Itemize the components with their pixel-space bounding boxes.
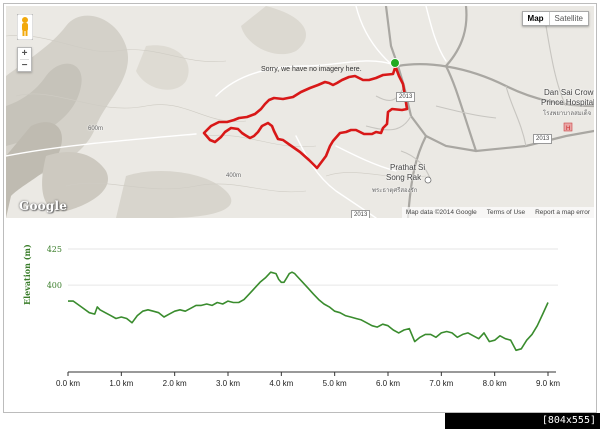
x-tick-label: 3.0 km <box>216 379 240 388</box>
label-contour-400: 400m <box>226 173 242 179</box>
zoom-in-button[interactable]: + <box>21 48 28 59</box>
road-shield-2013-a: 2013 <box>396 92 416 102</box>
y-axis-label: Elevation (m) <box>22 244 32 305</box>
x-tick-label: 6.0 km <box>376 379 400 388</box>
label-contour-600: 600m <box>88 126 104 132</box>
label-prathat-line2: Song Rak <box>386 173 422 182</box>
svg-text:H: H <box>566 126 570 132</box>
street-view-pegman-icon[interactable] <box>17 14 33 40</box>
map-view[interactable]: H + − Map Satellite Sorry, <box>6 6 594 218</box>
y-tick-label: 425 <box>47 245 62 254</box>
zoom-out-button[interactable]: − <box>21 60 28 71</box>
map-type-control: Map Satellite <box>521 11 589 26</box>
label-dan-sai-hospital-line1: Dan Sai Crown <box>544 88 594 97</box>
x-tick-label: 8.0 km <box>483 379 507 388</box>
label-prathat-line1: Prathat Si <box>390 163 426 172</box>
map-data-attribution: Map data ©2014 Google <box>405 209 477 216</box>
terms-of-use-link[interactable]: Terms of Use <box>486 209 526 216</box>
google-logo: Google <box>19 199 68 213</box>
map-type-satellite-button[interactable]: Satellite <box>554 14 583 23</box>
label-dan-sai-hospital-thai: โรงพยาบาลสมเด็จ พระยุพราชด่านซ้าย <box>543 111 593 117</box>
elevation-line <box>68 271 549 352</box>
x-tick-label: 5.0 km <box>323 379 347 388</box>
elevation-chart: 425 400 0.0 km 1.0 km 2.0 km 3.0 km 4.0 km 5.0 … <box>4 222 596 412</box>
route-widget: H + − Map Satellite Sorry, <box>3 3 597 413</box>
x-tick-label: 4.0 km <box>269 379 293 388</box>
x-tick-label: 9.0 km <box>536 379 560 388</box>
x-tick-label: 1.0 km <box>109 379 133 388</box>
x-tick-label: 0.0 km <box>56 379 80 388</box>
road-shield-2013-b: 2013 <box>533 134 553 144</box>
route-path <box>202 59 409 170</box>
elevation-chart-svg: 425 400 0.0 km 1.0 km 2.0 km 3.0 km 4.0 km 5.0 … <box>47 245 561 388</box>
zoom-divider <box>20 59 29 60</box>
map-type-map-button[interactable]: Map <box>527 14 544 23</box>
zoom-control: + − <box>17 47 32 72</box>
x-tick-label: 2.0 km <box>163 379 187 388</box>
watermark: [804x555] https://upic.me/ <box>445 413 600 442</box>
label-dan-sai-hospital-line2: Prince Hospital <box>541 98 594 107</box>
report-map-error-link[interactable]: Report a map error <box>535 209 590 216</box>
y-tick-label: 400 <box>47 281 62 290</box>
label-prathat-thai: พระธาตุศรีสองรัก <box>372 188 418 194</box>
no-imagery-message: Sorry, we have no imagery here. <box>261 66 362 73</box>
map-terrain: H <box>6 6 594 218</box>
x-tick-label: 7.0 km <box>429 379 453 388</box>
map-type-divider <box>548 12 550 25</box>
start-marker <box>390 58 400 68</box>
map-footer: Map data ©2014 Google Terms of Use Repor… <box>401 207 594 218</box>
road-shield-2013-c: 2013 <box>351 210 371 218</box>
